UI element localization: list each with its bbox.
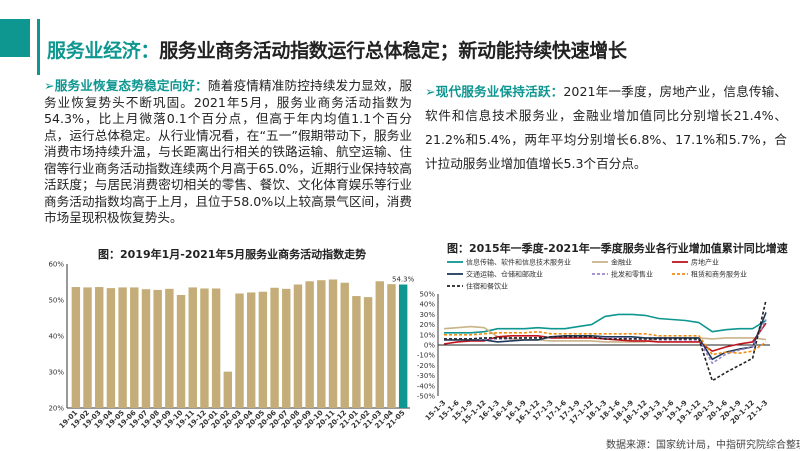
- y-tick-label: 30%: [48, 369, 64, 377]
- bar: [387, 284, 396, 408]
- y-tick-label: 50%: [419, 291, 435, 299]
- bar: [363, 297, 373, 408]
- y-tick-label: 20%: [419, 321, 435, 329]
- legend-label: 房地产业: [691, 258, 719, 267]
- legend-label: 信息传输、软件和信息技术服务业: [466, 258, 571, 267]
- y-tick-label: -50%: [417, 393, 435, 401]
- line-chart-title: 图：2015年一季度-2021年一季度服务业各行业增加值累计同比增速: [447, 242, 788, 255]
- bar: [305, 281, 314, 408]
- right-paragraph: ➢现代服务业保持活跃：2021年一季度，房地产业，信息传输、软件和信息技术服务业…: [425, 80, 787, 176]
- bar: [141, 289, 151, 408]
- y-tick-label: 50%: [48, 297, 64, 305]
- bar: [211, 288, 221, 408]
- title-main: 服务业商务活动指数运行总体稳定；新动能持续快速增长: [159, 40, 627, 62]
- bar: [246, 292, 256, 408]
- bar: [95, 287, 104, 408]
- bar: [352, 296, 361, 408]
- series-line: [444, 330, 767, 356]
- bar: [106, 288, 116, 408]
- header-accent-block: [0, 19, 30, 57]
- left-paragraph: ➢服务业恢复态势稳定向好：随着疫情精准防控持续发力显效，服务业恢复势头不断巩固。…: [44, 78, 412, 227]
- bar: [130, 287, 139, 408]
- series-line: [444, 313, 767, 334]
- bar: [176, 294, 186, 408]
- series-line: [444, 319, 767, 364]
- y-tick-label: -40%: [417, 382, 435, 390]
- legend-label: 住宿和餐饮业: [466, 282, 508, 291]
- right-heading: ➢现代服务业保持活跃：: [425, 84, 564, 99]
- page-title: 服务业经济：服务业商务活动指数运行总体稳定；新动能持续快速增长: [47, 36, 627, 63]
- y-tick-label: 40%: [419, 301, 435, 309]
- y-tick-label: -30%: [417, 372, 435, 380]
- legend-label: 租赁和商务服务业: [691, 270, 747, 279]
- header-accent-bar: [37, 19, 40, 75]
- y-tick-label: -10%: [417, 352, 435, 360]
- bar: [71, 287, 81, 408]
- y-tick-label: -20%: [417, 362, 435, 370]
- y-tick-label: 60%: [48, 261, 64, 269]
- series-line: [444, 299, 767, 382]
- series-line: [444, 312, 767, 361]
- legend-label: 金融业: [611, 258, 632, 267]
- bar: [328, 279, 338, 408]
- left-heading: ➢服务业恢复态势稳定向好：: [44, 78, 208, 93]
- left-body: 随着疫情精准防控持续发力显效，服务业恢复势头不断巩固。2021年5月，服务业商务…: [44, 78, 412, 225]
- bar: [165, 288, 174, 408]
- bar: [235, 293, 244, 408]
- bar: [270, 287, 279, 408]
- bar: [398, 284, 408, 408]
- bar: [375, 281, 384, 408]
- bar: [83, 287, 92, 408]
- bar: [223, 371, 233, 408]
- y-tick-label: 40%: [48, 333, 64, 341]
- title-prefix: 服务业经济：: [47, 40, 160, 62]
- bar: [340, 282, 349, 408]
- data-label: 54.3%: [392, 276, 415, 284]
- bar: [200, 288, 209, 408]
- y-tick-label: 30%: [419, 311, 435, 319]
- bar: [258, 291, 268, 408]
- bar: [282, 288, 291, 408]
- legend-label: 批发和零售业: [611, 270, 653, 279]
- y-tick-label: 20%: [48, 405, 64, 413]
- y-tick-label: 0%: [424, 342, 435, 350]
- right-body: 2021年一季度，房地产业，信息传输、软件和信息技术服务业，金融业增加值同比分别…: [425, 84, 787, 171]
- bar: [317, 280, 326, 408]
- bar: [188, 287, 197, 408]
- bar: [293, 284, 303, 408]
- legend-label: 交通运输、仓储和邮政业: [466, 270, 543, 279]
- bar-chart-title: 图：2019年1月-2021年5月服务业商务活动指数走势: [98, 248, 367, 261]
- bar: [153, 289, 162, 408]
- data-source: 数据来源：国家统计局，中指研究院综合整理: [606, 440, 800, 451]
- y-tick-label: 10%: [419, 331, 435, 339]
- bar: [118, 287, 127, 408]
